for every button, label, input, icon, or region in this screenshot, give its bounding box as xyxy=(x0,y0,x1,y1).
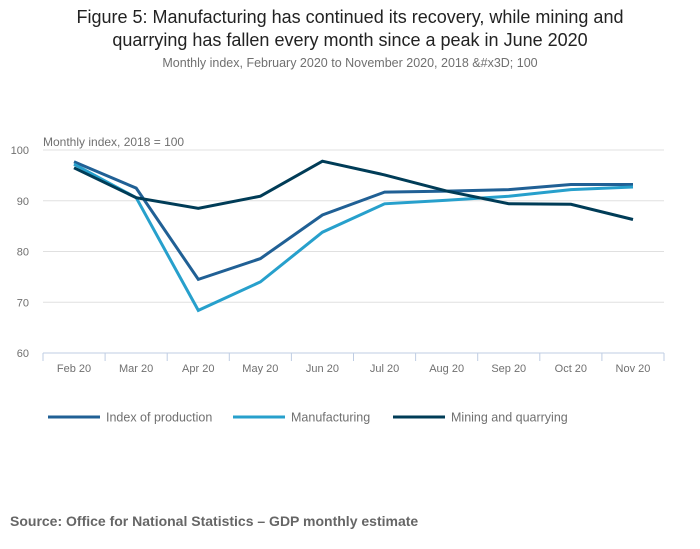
series-line-index-of-production xyxy=(73,160,633,282)
x-tick-label: Apr 20 xyxy=(182,363,214,375)
chart-subtitle: Monthly index, February 2020 to November… xyxy=(162,56,538,70)
x-tick-label: May 20 xyxy=(242,363,278,375)
chart-title-line-2: quarrying has fallen every month since a… xyxy=(112,30,588,50)
x-tick-label: Nov 20 xyxy=(616,363,651,375)
x-tick-label: Jul 20 xyxy=(370,363,399,375)
y-axis: 60 70 80 90 100 xyxy=(11,145,29,360)
y-tick-label: 60 xyxy=(17,348,29,360)
source-note: Source: Office for National Statistics –… xyxy=(10,513,419,529)
series-line-mining-and-quarrying xyxy=(73,159,634,221)
legend-label: Index of production xyxy=(106,411,212,425)
chart-title: Figure 5: Manufacturing has continued it… xyxy=(0,6,700,52)
gridlines xyxy=(43,149,664,303)
x-axis: Feb 20 Mar 20 Apr 20 May 20 Jun 20 Jul 20 Aug … xyxy=(42,352,665,375)
y-tick-label: 70 xyxy=(17,297,29,309)
x-tick-label: Oct 20 xyxy=(555,363,587,375)
x-tick-label: Feb 20 xyxy=(57,363,91,375)
x-tick-label: Aug 20 xyxy=(429,363,464,375)
y-tick-label: 80 xyxy=(17,247,29,259)
legend: Index of production Manufacturing Mining a… xyxy=(48,411,568,425)
y-axis-label: Monthly index, 2018 = 100 xyxy=(43,135,184,149)
series-lines xyxy=(73,159,634,313)
x-tick-label: Jun 20 xyxy=(306,363,339,375)
legend-label: Manufacturing xyxy=(291,411,370,425)
legend-label: Mining and quarrying xyxy=(451,411,568,425)
y-tick-label: 90 xyxy=(17,196,29,208)
series-line-manufacturing xyxy=(73,162,634,313)
chart-title-line-1: Figure 5: Manufacturing has continued it… xyxy=(76,7,624,27)
x-tick-label: Mar 20 xyxy=(119,363,153,375)
x-tick-label: Sep 20 xyxy=(491,363,526,375)
y-tick-label: 100 xyxy=(11,145,29,157)
